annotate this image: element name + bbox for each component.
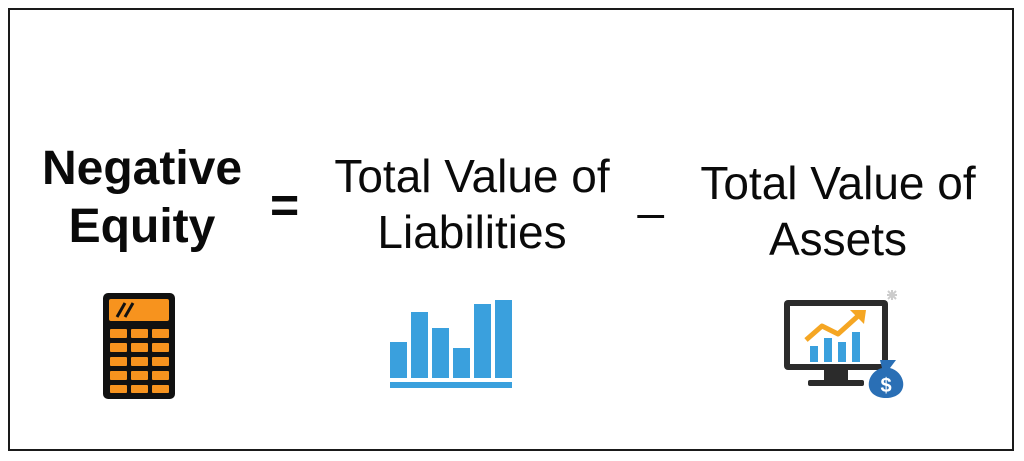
- dollar-sign: $: [880, 375, 891, 397]
- liabilities-label: Total Value of Liabilities: [322, 148, 622, 260]
- negative-equity-line2: Equity: [68, 200, 216, 253]
- minus-sign: _: [638, 167, 664, 219]
- negative-equity-line1: Negative: [41, 142, 243, 195]
- calculator-icon: [103, 293, 175, 399]
- equals-sign: =: [270, 177, 300, 233]
- negative-equity-label: Negative Equity: [22, 140, 262, 256]
- assets-line1: Total Value of: [700, 157, 976, 209]
- assets-label: Total Value of Assets: [688, 155, 988, 267]
- bar-chart-icon: [390, 300, 512, 388]
- assets-line2: Assets: [768, 213, 908, 265]
- liabilities-line1: Total Value of: [334, 150, 610, 202]
- monitor-growth-money-bag-icon: $: [784, 290, 904, 398]
- liabilities-line2: Liabilities: [377, 206, 567, 258]
